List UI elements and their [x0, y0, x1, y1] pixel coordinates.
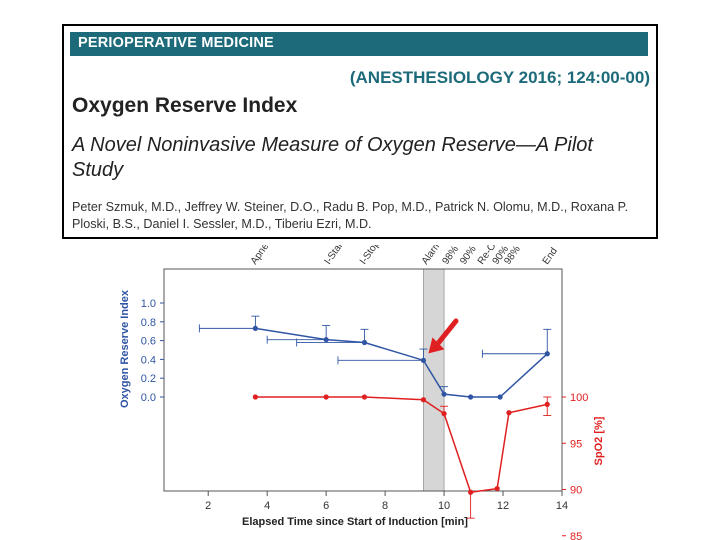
event-label: I-Stop	[358, 245, 383, 267]
ori-data-point	[544, 351, 550, 357]
ori-data-point	[252, 325, 258, 331]
paper-title: Oxygen Reserve Index	[72, 94, 298, 117]
x-tick-label: 4	[264, 500, 270, 512]
spo2-data-point	[252, 394, 258, 400]
paper-authors: Peter Szmuk, M.D., Jeffrey W. Steiner, D…	[72, 200, 628, 231]
left-tick-label: 0.6	[141, 336, 156, 348]
event-label: Alarm	[420, 245, 444, 267]
spo2-data-point	[420, 397, 427, 403]
x-tick-label: 2	[205, 500, 211, 512]
spo2-data-point	[494, 485, 500, 492]
left-tick-label: 0.4	[141, 354, 156, 366]
right-tick-label: 85	[570, 531, 582, 540]
right-axis-label: SpO2 [%]	[593, 416, 605, 465]
plot-frame	[163, 268, 563, 492]
event-label: 98%	[440, 245, 461, 267]
paper-header-box: PERIOPERATIVE MEDICINE (ANESTHESIOLOGY 2…	[62, 24, 658, 239]
x-tick-label: 6	[323, 500, 329, 512]
spo2-data-point	[544, 401, 550, 407]
spo2-data-point	[506, 410, 512, 416]
spo2-data-point	[441, 411, 447, 417]
spo2-data-point	[468, 489, 474, 495]
section-label: PERIOPERATIVE MEDICINE	[78, 35, 274, 51]
ori-data-point	[323, 337, 329, 343]
event-label: I-Start	[323, 245, 348, 267]
event-label: End	[541, 246, 560, 267]
ori-spo2-chart: 2 4 6 8 10 12 14 Elapsed Time since Start of In…	[119, 245, 605, 540]
alarm-shaded-band	[423, 268, 445, 492]
ori-data-point	[468, 394, 474, 400]
ori-series-line	[255, 327, 548, 398]
ori-data-point	[420, 357, 427, 363]
alarm-arrow-head	[428, 337, 445, 354]
event-label: 90%	[458, 245, 479, 267]
x-axis-label: Elapsed Time since Start of Induction [m…	[242, 516, 468, 528]
section-bar: PERIOPERATIVE MEDICINE	[70, 32, 648, 56]
spo2-data-point	[323, 394, 329, 400]
event-label: Apnea	[249, 245, 275, 267]
ori-data-point	[441, 391, 447, 397]
right-tick-label: 95	[570, 438, 582, 450]
ori-data-point	[361, 339, 368, 346]
left-tick-label: 0.2	[141, 373, 156, 385]
right-tick-label: 100	[570, 392, 588, 404]
spo2-series-line	[255, 396, 548, 494]
spo2-data-point	[361, 394, 368, 400]
journal-citation: (ANESTHESIOLOGY 2016; 124:00-00)	[349, 68, 650, 87]
x-tick-label: 14	[556, 500, 568, 512]
left-tick-label: 0.8	[141, 317, 156, 329]
left-tick-label: 1.0	[141, 298, 156, 310]
x-tick-label: 10	[438, 500, 450, 512]
x-tick-label: 8	[382, 500, 388, 512]
alarm-arrow-shaft	[433, 318, 459, 348]
right-tick-label: 90	[570, 485, 582, 497]
x-tick-label: 12	[497, 500, 509, 512]
left-axis-label: Oxygen Reserve Index	[119, 289, 131, 408]
ori-data-point	[497, 394, 503, 400]
paper-subtitle: A Novel Noninvasive Measure of Oxygen Re…	[72, 134, 593, 181]
left-tick-label: 0.0	[141, 392, 156, 404]
